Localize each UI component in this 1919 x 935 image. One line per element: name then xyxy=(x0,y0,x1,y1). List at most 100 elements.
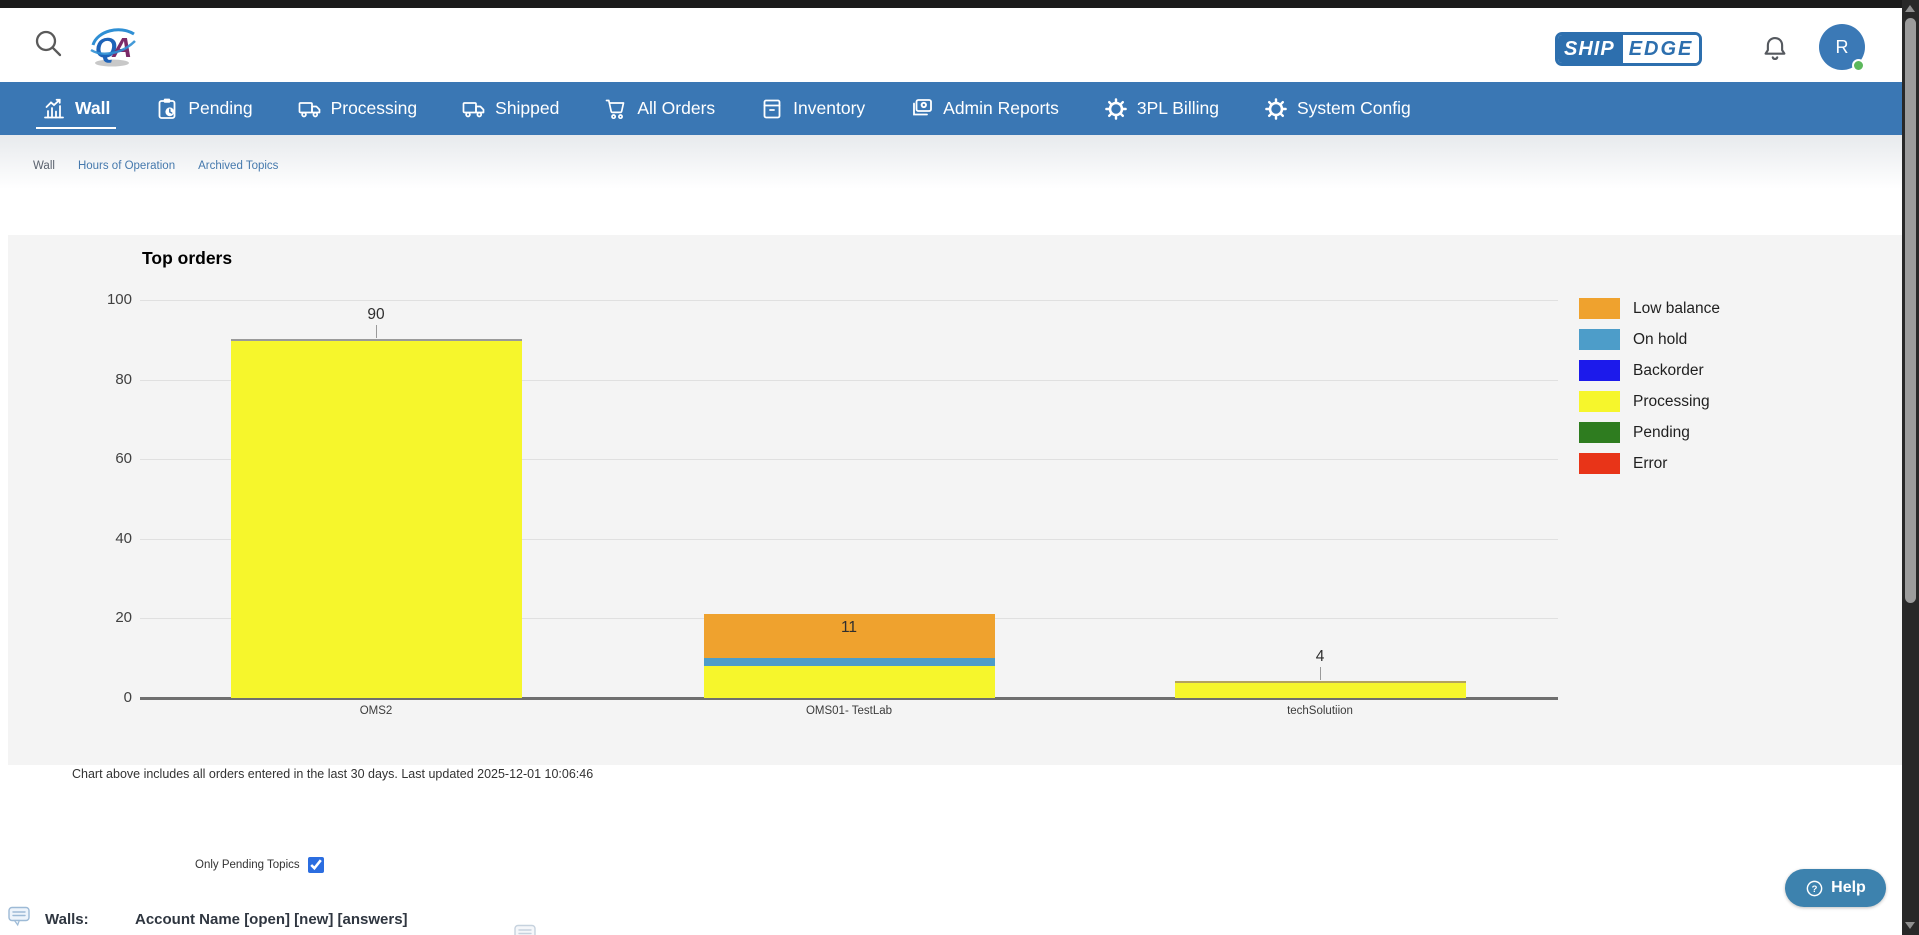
shipedge-logo-edge: EDGE xyxy=(1622,35,1700,63)
legend-item-on-hold: On hold xyxy=(1579,329,1720,350)
question-circle-icon: ? xyxy=(1806,880,1823,896)
nav-item-processing[interactable]: Processing xyxy=(298,82,418,135)
bar-top-border xyxy=(230,338,522,341)
bar-segment-techsolutiion-processing xyxy=(1174,682,1466,698)
svg-text:?: ? xyxy=(1812,883,1818,894)
x-axis-category-label: OMS01- TestLab xyxy=(805,705,893,717)
bar-segment-oms01-testlab-low-balance xyxy=(703,614,995,659)
breadcrumb-item-wall: Wall xyxy=(33,160,55,172)
clipboard-clock-icon xyxy=(155,97,179,121)
window-top-edge xyxy=(0,0,1919,8)
y-axis-tick-label: 60 xyxy=(115,450,132,468)
qa-logo[interactable]: Q A xyxy=(86,18,138,70)
legend-item-backorder: Backorder xyxy=(1579,360,1720,381)
legend-swatch xyxy=(1579,329,1620,350)
nav-item-label: Admin Reports xyxy=(943,98,1059,118)
user-avatar[interactable]: R xyxy=(1819,24,1865,72)
vertical-scrollbar[interactable] xyxy=(1902,0,1919,935)
nav-item-wall[interactable]: Wall xyxy=(35,82,117,135)
bar-value-label: 4 xyxy=(1315,648,1325,666)
only-pending-topics-checkbox[interactable] xyxy=(307,857,324,873)
legend-swatch xyxy=(1579,453,1620,474)
top-bar: Q A SHIP EDGE R xyxy=(0,8,1919,82)
only-pending-topics-label: Only Pending Topics xyxy=(195,859,300,871)
nav-item-pending[interactable]: Pending xyxy=(155,82,253,135)
breadcrumb-item-archived-topics[interactable]: Archived Topics xyxy=(198,160,279,172)
nav-item-shipped[interactable]: Shipped xyxy=(462,82,559,135)
y-axis-tick-label: 80 xyxy=(115,370,132,388)
nav-item-label: All Orders xyxy=(637,98,716,118)
shipedge-logo[interactable]: SHIP EDGE xyxy=(1555,32,1703,66)
x-axis-baseline xyxy=(140,697,1558,700)
nav-item-label: Shipped xyxy=(495,98,560,118)
svg-text:A: A xyxy=(111,32,132,63)
only-pending-topics-row: Only Pending Topics xyxy=(195,857,324,873)
legend-item-error: Error xyxy=(1579,453,1720,474)
legend-swatch xyxy=(1579,391,1620,412)
y-axis-tick-label: 100 xyxy=(106,291,132,308)
legend-item-pending: Pending xyxy=(1579,422,1720,443)
legend-label: Low balance xyxy=(1633,299,1721,317)
scroll-up-arrow[interactable] xyxy=(1905,5,1915,12)
speech-bubble-icon xyxy=(514,924,538,935)
y-axis-tick-label: 40 xyxy=(115,529,132,547)
box-icon xyxy=(760,97,784,121)
cart-icon xyxy=(604,97,628,121)
y-axis-tick-label: 0 xyxy=(123,689,132,706)
nav-item-label: Pending xyxy=(188,98,253,118)
nav-item-system-config[interactable]: System Config xyxy=(1264,82,1411,135)
legend-label: Backorder xyxy=(1633,361,1704,379)
legend-label: On hold xyxy=(1633,330,1688,348)
legend-label: Processing xyxy=(1633,392,1710,410)
gridline xyxy=(140,300,1558,301)
y-axis-tick-label: 20 xyxy=(115,609,132,627)
legend-item-low-balance: Low balance xyxy=(1579,298,1720,319)
report-screen-icon xyxy=(910,97,934,121)
breadcrumb-item-hours-of-operation[interactable]: Hours of Operation xyxy=(77,160,176,172)
legend-swatch xyxy=(1579,422,1620,443)
nav-item-admin-reports[interactable]: Admin Reports xyxy=(910,82,1059,135)
nav-item-inventory[interactable]: Inventory xyxy=(760,82,865,135)
notifications-bell-icon[interactable] xyxy=(1760,33,1790,65)
walls-section-label: Walls: xyxy=(45,911,89,928)
nav-item-3pl-billing[interactable]: 3PL Billing xyxy=(1104,82,1219,135)
legend-label: Error xyxy=(1633,454,1668,472)
nav-item-label: Inventory xyxy=(793,98,866,118)
chart-title: Top orders xyxy=(142,248,233,268)
nav-item-all-orders[interactable]: All Orders xyxy=(604,82,715,135)
top-orders-chart-panel: Top orders 0 20 40 60 80 100 90 OMS2 11 OMS01- Te… xyxy=(8,235,1902,765)
gear-icon xyxy=(1264,97,1288,121)
bar-top-border xyxy=(1174,681,1466,684)
truck-icon xyxy=(298,97,322,121)
breadcrumb: Wall Hours of Operation Archived Topics xyxy=(33,160,278,172)
scroll-down-arrow[interactable] xyxy=(1905,922,1915,929)
gridline xyxy=(140,379,1558,381)
chart-footnote: Chart above includes all orders entered … xyxy=(72,767,594,781)
speech-bubble-icon xyxy=(8,906,32,930)
bar-segment-oms01-testlab-processing xyxy=(703,666,995,698)
subnav-gradient xyxy=(0,135,1919,189)
truck-icon xyxy=(462,97,486,121)
gridline xyxy=(140,538,1558,540)
x-axis-category-label: OMS2 xyxy=(359,705,393,717)
gridline xyxy=(140,459,1558,461)
walls-column-header: Account Name [open] [new] [answers] xyxy=(135,911,408,928)
scrollbar-thumb[interactable] xyxy=(1905,18,1916,603)
annotation-stem xyxy=(376,324,377,338)
x-axis-category-label: techSolutiion xyxy=(1287,705,1353,717)
help-button-label: Help xyxy=(1831,879,1866,896)
svg-text:Q: Q xyxy=(95,32,117,63)
nav-item-label: Processing xyxy=(330,98,418,118)
bar-value-label: 11 xyxy=(840,619,858,637)
nav-item-label: Wall xyxy=(75,98,111,118)
legend-swatch xyxy=(1579,360,1620,381)
help-button[interactable]: ? Help xyxy=(1785,869,1886,907)
search-icon[interactable] xyxy=(33,28,65,60)
shipedge-logo-ship: SHIP xyxy=(1558,35,1623,63)
legend-swatch xyxy=(1579,298,1620,319)
annotation-stem xyxy=(1320,667,1321,681)
chart-legend: Low balance On hold Backorder Processing Pen… xyxy=(1579,298,1720,474)
nav-item-label: System Config xyxy=(1296,98,1411,118)
legend-label: Pending xyxy=(1633,423,1690,441)
